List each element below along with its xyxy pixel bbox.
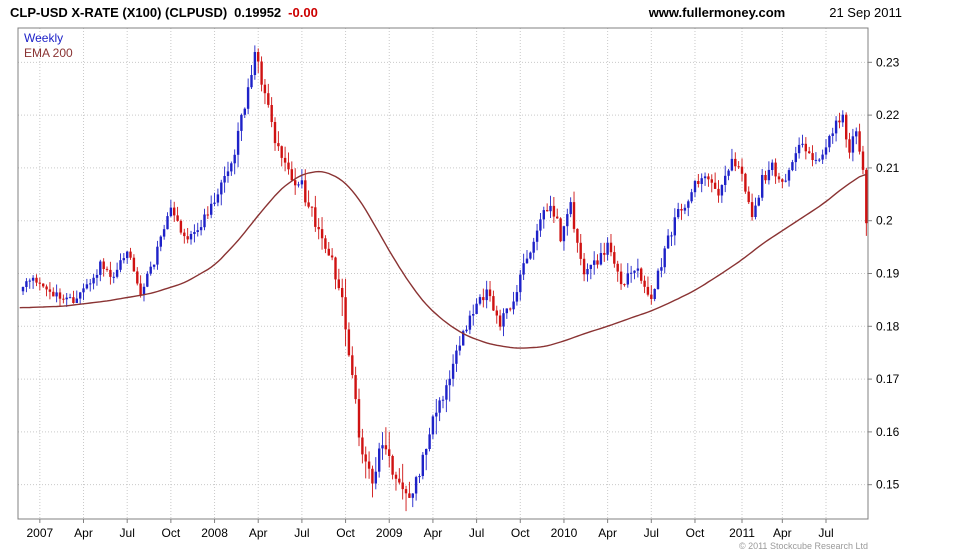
x-axis-label: Oct — [511, 526, 530, 540]
website-link[interactable]: www.fullermoney.com — [648, 5, 786, 20]
ema-200-line — [19, 170, 867, 349]
chart-date: 21 Sep 2011 — [829, 5, 902, 20]
y-axis-label: 0.23 — [876, 55, 900, 69]
x-axis-label: 2011 — [729, 526, 755, 540]
chart-legend: Weekly EMA 200 — [24, 31, 73, 61]
chart-title: CLP-USD X-RATE (X100) (CLPUSD) — [10, 5, 228, 20]
y-axis-label: 0.18 — [876, 319, 900, 333]
gridlines: 0.23 0.22 0.21 0.2 0.19 0.18 0.17 0.16 0.15 2007 A… — [18, 28, 900, 540]
y-axis-label: 0.21 — [876, 161, 900, 175]
x-axis-label: 2008 — [201, 526, 228, 540]
x-axis-label: Apr — [249, 526, 268, 540]
x-axis-label: 2010 — [551, 526, 578, 540]
copyright-notice: © 2011 Stockcube Research Ltd — [738, 541, 868, 551]
x-axis-label: Apr — [74, 526, 93, 540]
y-axis-label: 0.22 — [876, 108, 900, 122]
x-axis-label: Apr — [424, 526, 443, 540]
x-axis-label: 2007 — [26, 526, 53, 540]
y-axis-label: 0.15 — [876, 478, 900, 492]
legend-weekly: Weekly — [24, 31, 64, 45]
x-axis-label: Oct — [686, 526, 705, 540]
x-axis-label: Oct — [336, 526, 355, 540]
price-change: -0.00 — [288, 5, 318, 20]
x-axis-label: Jul — [818, 526, 833, 540]
x-axis-label: Jul — [294, 526, 309, 540]
x-axis-label: 2009 — [376, 526, 403, 540]
x-axis-label: Apr — [773, 526, 792, 540]
chart-header: CLP-USD X-RATE (X100) (CLPUSD) 0.19952 -… — [10, 5, 902, 20]
x-axis-label: Jul — [644, 526, 659, 540]
last-price: 0.19952 — [234, 5, 282, 20]
y-axis-label: 0.2 — [876, 214, 893, 228]
x-axis-label: Oct — [162, 526, 181, 540]
candlesticks — [21, 45, 868, 512]
y-axis-label: 0.16 — [876, 425, 900, 439]
x-axis-label: Jul — [469, 526, 484, 540]
y-axis-label: 0.19 — [876, 267, 900, 281]
plot-frame — [17, 27, 869, 520]
y-axis-label: 0.17 — [876, 372, 900, 386]
legend-ema: EMA 200 — [24, 46, 73, 60]
x-axis-label: Jul — [120, 526, 135, 540]
x-axis-label: Apr — [598, 526, 617, 540]
